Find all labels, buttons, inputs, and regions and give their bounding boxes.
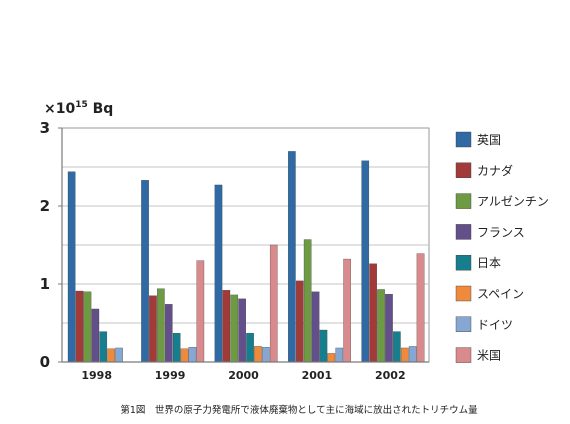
legend-label: 日本 (477, 256, 501, 270)
x-tick-label: 1998 (81, 369, 112, 382)
bar (238, 298, 246, 363)
figure-caption: 第1図 世界の原子力発電所で液体廃棄物として主に海域に放出されたトリチウム量 (120, 404, 478, 416)
bar (107, 348, 115, 363)
legend-label: 米国 (477, 349, 501, 363)
x-tick-labels: 1998 1999 2000 2001 2002 (81, 369, 405, 382)
y-unit-label: ×1015 Bq (44, 100, 113, 117)
x-tick-label: 1999 (155, 369, 186, 382)
legend-swatch (455, 131, 472, 148)
bar (416, 253, 425, 363)
y-tick-label: 3 (40, 119, 50, 137)
bar (91, 308, 100, 363)
bar (288, 151, 296, 363)
bar (230, 294, 239, 363)
bar (99, 331, 108, 363)
bar (385, 293, 393, 363)
bar (180, 348, 189, 363)
legend-label: アルゼンチン (477, 195, 549, 209)
bars (67, 151, 425, 363)
bar (149, 295, 157, 363)
y-tick-labels: 0 1 2 3 (40, 119, 50, 371)
y-tick-label: 1 (40, 275, 50, 293)
bar (327, 353, 336, 363)
bar (319, 329, 328, 363)
bar (75, 290, 84, 363)
bar (361, 160, 370, 363)
bar (303, 239, 312, 363)
bar (214, 184, 223, 363)
axes (58, 127, 429, 363)
legend-label: フランス (477, 225, 525, 239)
y-tick-label: 2 (40, 197, 50, 215)
legend-swatch (455, 224, 472, 240)
bar (269, 244, 278, 363)
bar (262, 347, 270, 363)
bar (393, 331, 401, 363)
bar (188, 347, 197, 363)
legend-swatch (455, 316, 472, 332)
legend-swatch (455, 162, 472, 179)
legend-swatch (455, 193, 472, 209)
bar (67, 171, 76, 363)
x-tick-label: 2001 (302, 369, 333, 382)
legend-label: カナダ (477, 163, 513, 178)
legend-label: ドイツ (477, 318, 513, 332)
legend-label: 英国 (477, 133, 501, 147)
bar (157, 288, 165, 363)
bar (222, 290, 231, 363)
legend-swatch (455, 254, 472, 271)
bar (141, 180, 149, 363)
bar (115, 347, 123, 363)
bar (377, 289, 385, 363)
bar (343, 258, 351, 363)
bar (295, 280, 304, 363)
bar (400, 347, 409, 363)
legend-swatch (455, 285, 472, 302)
bar (369, 263, 377, 363)
bar (311, 291, 320, 363)
bar (83, 291, 92, 363)
bar (172, 332, 181, 363)
bar (196, 260, 205, 363)
bar (254, 346, 262, 363)
legend-swatch (455, 347, 472, 363)
y-tick-label: 0 (40, 353, 50, 371)
legend-label: スペイン (477, 287, 524, 301)
x-tick-label: 2002 (375, 369, 406, 382)
bar (408, 346, 417, 363)
x-tick-label: 2000 (228, 369, 259, 382)
bar (246, 332, 254, 363)
bar (164, 304, 173, 363)
bar (335, 347, 344, 363)
